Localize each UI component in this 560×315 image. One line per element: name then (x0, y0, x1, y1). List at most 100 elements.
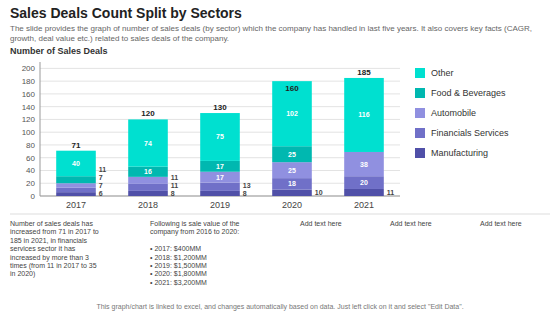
data-label: 25 (288, 167, 296, 174)
data-label: 7 (99, 174, 103, 181)
data-label: 17 (216, 174, 224, 181)
data-label: 8 (243, 190, 247, 197)
annotation-line: • 2018: $1,200MM (150, 254, 207, 261)
data-label: 40 (72, 160, 80, 167)
divider (10, 214, 550, 215)
x-tick-label: 2019 (210, 200, 230, 210)
y-axis-line (40, 62, 41, 196)
data-label: 75 (216, 133, 224, 140)
title: Sales Deals Count Split by Sectors (10, 5, 242, 21)
y-tick-label: 160 (22, 90, 36, 99)
bar (128, 191, 168, 196)
legend-entry: Financials Services (431, 128, 509, 138)
annotation: Number of sales deals hasincreased from … (10, 220, 99, 278)
data-label: 20 (360, 179, 368, 186)
legend-swatch (415, 148, 425, 158)
data-label: 11 (171, 182, 179, 189)
annotation-line: • 2020: $1,800MM (150, 270, 207, 277)
y-tick-label: 0 (31, 192, 36, 201)
annotation-line: services sector it has (10, 245, 76, 252)
legend: Other Food & Beverages Automobile Financial… (415, 68, 509, 158)
y-tick-label: 120 (22, 115, 36, 124)
data-label: 116 (358, 111, 369, 118)
total-label: 71 (72, 141, 81, 150)
annotation-line: • 2021: $3,200MM (150, 279, 207, 286)
y-label: Number of Sales Deals (10, 46, 108, 56)
data-label: 13 (243, 182, 251, 189)
annotation-line: Add text here (480, 220, 522, 227)
annotation-line: Add text here (390, 220, 432, 227)
bar (272, 81, 312, 146)
bar (272, 190, 312, 196)
bar (128, 177, 168, 184)
bar (344, 78, 384, 152)
y-tick-label: 140 (22, 103, 36, 112)
y-tick-label: 100 (22, 128, 36, 137)
annotation-line: company from 2016 to 2020: (150, 228, 239, 236)
y-tick-label: 180 (22, 77, 36, 86)
bar (128, 119, 168, 166)
data-label: 11 (99, 166, 107, 173)
legend-swatch (415, 68, 425, 78)
annotation-line: Add text here (300, 220, 342, 227)
bar (56, 192, 96, 196)
total-label: 130 (213, 103, 227, 112)
data-label: 25 (288, 151, 296, 158)
annotation-line: in 2020) (10, 270, 35, 278)
data-label: 11 (171, 174, 179, 181)
annotation-line: Number of sales deals has (10, 220, 93, 227)
bars (56, 78, 384, 196)
annotation-line: increased by more than 3 (10, 254, 89, 262)
bar (56, 176, 96, 183)
y-tick-label: 200 (22, 64, 36, 73)
bar (272, 162, 312, 178)
y-tick-label: 80 (26, 141, 35, 150)
legend-entry: Automobile (431, 108, 476, 118)
data-label: 11 (387, 189, 395, 196)
annotation-line: times (from 11 in 2017 to 35 (10, 262, 97, 270)
y-tick-label: 40 (26, 166, 35, 175)
legend-swatch (415, 88, 425, 98)
bar (344, 176, 384, 189)
subtitle: The slide provides the graph of number o… (10, 24, 532, 43)
legend-swatch (415, 108, 425, 118)
bar (200, 183, 240, 191)
footer: This graph/chart is linked to excel, and… (96, 303, 463, 311)
x-tick-label: 2020 (282, 200, 302, 210)
bar (272, 178, 312, 189)
data-label: 16 (144, 168, 152, 175)
data-label: 10 (315, 189, 323, 196)
subtitle-line: growth, deal value etc.) related to sale… (10, 34, 229, 43)
bar (128, 184, 168, 191)
x-tick-label: 2017 (66, 200, 86, 210)
annotation: Add text here (480, 220, 522, 227)
annotation-line: increased from 71 in 2017 to (10, 228, 99, 235)
annotation-line: Following is sale value of the (150, 220, 240, 228)
legend-entry: Food & Beverages (431, 88, 506, 98)
bar (344, 189, 384, 196)
bar (272, 146, 312, 162)
chart: Sales Deals Count Split by Sectors The sl… (0, 0, 560, 315)
bar (200, 191, 240, 196)
legend-swatch (415, 128, 425, 138)
bar (56, 151, 96, 177)
data-label: 18 (288, 180, 296, 187)
bar (200, 113, 240, 161)
data-label: 6 (99, 190, 103, 197)
annotation-line: • 2019: $1,500MM (150, 262, 207, 269)
data-label: 17 (216, 163, 224, 170)
grid (40, 68, 400, 196)
bar (56, 183, 96, 187)
y-tick-label: 60 (26, 154, 35, 163)
annotation-line: 185 in 2021, in financials (10, 237, 88, 244)
bar (344, 152, 384, 176)
legend-entry: Other (431, 68, 454, 78)
bar (200, 161, 240, 172)
annotation: Following is sale value of thecompany fr… (150, 220, 240, 286)
x-tick-label: 2021 (354, 200, 374, 210)
legend-entry: Manufacturing (431, 148, 488, 158)
data-label: 102 (286, 110, 298, 117)
total-label: 120 (141, 109, 155, 118)
total-label: 185 (357, 68, 371, 77)
data-label: 8 (171, 190, 175, 197)
